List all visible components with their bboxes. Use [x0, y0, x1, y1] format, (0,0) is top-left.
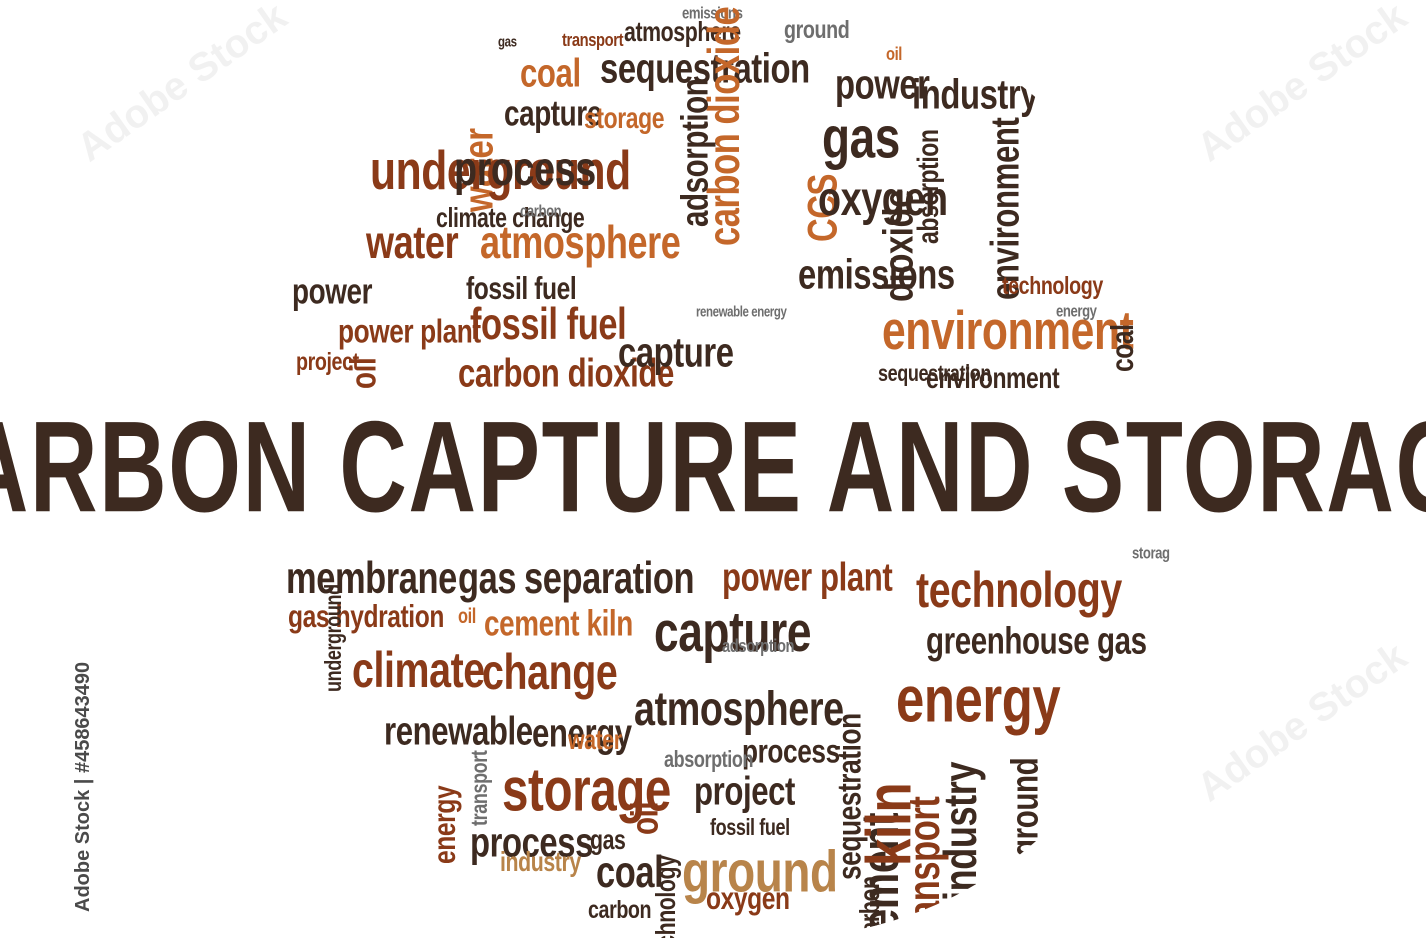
word-cloud-term: coal — [596, 846, 664, 897]
word-cloud-term: industry — [912, 71, 1039, 119]
word-cloud-term: project — [296, 347, 359, 377]
watermark: Adobe Stock — [1189, 0, 1415, 171]
word-cloud-term: environment — [926, 361, 1060, 390]
word-cloud-term: process — [454, 140, 596, 196]
word-cloud-term: kiln — [853, 782, 925, 866]
word-cloud-term: absorption — [911, 129, 945, 244]
word-cloud-term: climate — [352, 642, 485, 699]
word-cloud-term: gas hydration — [288, 599, 444, 635]
watermark: Adobe Stock — [69, 0, 295, 171]
word-cloud-term: ground — [1002, 757, 1046, 857]
word-cloud-term: storage — [1132, 546, 1170, 563]
word-cloud-term: carbon — [520, 202, 562, 221]
word-cloud-term: carbon — [588, 895, 652, 925]
word-cloud-term: absorption — [664, 745, 754, 773]
word-cloud-term: underground — [319, 584, 347, 692]
word-cloud-term: power — [835, 61, 930, 109]
word-cloud-term: energy — [1056, 302, 1097, 321]
word-cloud-term: gas — [458, 552, 517, 603]
word-cloud-term: adsorption — [722, 634, 795, 656]
watermark: Adobe Stock — [1189, 633, 1415, 811]
word-cloud-term: capture — [618, 329, 734, 377]
word-cloud-term: environment — [882, 300, 1134, 362]
word-cloud-term: process — [470, 819, 593, 867]
word-cloud-term: gas — [822, 103, 900, 170]
word-cloud-term: energy — [532, 711, 632, 756]
word-cloud-term: power — [292, 271, 373, 312]
word-cloud-bottom-half: membrane gas separation power plant technolo… — [262, 546, 1170, 938]
word-cloud-term: process — [742, 731, 840, 770]
word-cloud-term: oil — [886, 42, 902, 64]
word-cloud-term: storage — [584, 101, 665, 135]
word-cloud-term: fossil fuel — [470, 298, 627, 349]
word-cloud-top-half: emissions atmosphere ground transport gas coa… — [262, 4, 1170, 390]
word-cloud-term: cement kiln — [484, 603, 633, 644]
word-cloud-term: coal — [1105, 324, 1141, 372]
word-cloud-term: carbon — [853, 876, 886, 938]
word-cloud-term: technology — [649, 855, 682, 938]
word-cloud-term: transport — [562, 28, 624, 50]
word-cloud-term: power plant — [722, 555, 893, 600]
word-cloud-term: ground — [784, 15, 850, 45]
word-cloud-term: capture — [654, 600, 812, 664]
word-cloud-term: oil — [458, 604, 476, 629]
word-cloud-term: ground — [682, 837, 838, 904]
word-cloud-term: water — [366, 216, 459, 269]
word-cloud-term: technology — [916, 562, 1122, 619]
word-cloud-term: gas — [498, 32, 517, 50]
word-cloud-term: emissions — [798, 251, 955, 299]
word-cloud-term: transport — [465, 750, 493, 826]
word-cloud-term: energy — [896, 663, 1061, 737]
word-cloud-term: project — [694, 769, 796, 814]
word-cloud-term: atmosphere — [480, 216, 681, 269]
word-cloud-term: renewable energy — [696, 302, 787, 320]
word-cloud-term: separation — [524, 552, 695, 603]
word-cloud-term: sequestration — [878, 359, 991, 387]
word-cloud-term: atmosphere — [634, 680, 844, 736]
word-cloud-term: sequestration — [600, 45, 810, 93]
word-cloud-term: power plant — [338, 311, 481, 350]
word-cloud-term: storage — [502, 755, 671, 825]
word-cloud-term: fossil fuel — [710, 813, 790, 841]
word-cloud-term: fossil fuel — [466, 271, 577, 307]
word-cloud-term: oxygen — [706, 881, 790, 917]
word-cloud-term: climate change — [436, 201, 585, 234]
word-cloud-term: greenhouse gas — [926, 618, 1147, 662]
headline-text: CARBON CAPTURE AND STORAGE — [0, 394, 1426, 540]
word-cloud-term: emissions — [682, 4, 743, 23]
stock-credit: Adobe Stock | #458643490 — [72, 661, 94, 912]
word-cloud-term: atmosphere — [624, 15, 741, 48]
word-cloud-term: oxygen — [818, 170, 948, 226]
word-cloud-term: industry — [500, 845, 581, 878]
word-cloud-term: membrane — [286, 552, 457, 603]
word-cloud-term: water — [568, 723, 622, 756]
word-cloud-term: change — [482, 644, 618, 701]
word-cloud-term: coal — [520, 51, 581, 96]
word-cloud-term: capture — [504, 93, 602, 134]
word-cloud-term: underground — [370, 140, 631, 202]
word-cloud-term: gas — [590, 823, 626, 856]
word-cloud-term: carbon dioxide — [458, 351, 674, 390]
word-cloud-term: technology — [1002, 271, 1103, 301]
word-cloud-term: renewable — [384, 709, 533, 754]
word-cloud-term: energy — [427, 785, 463, 864]
headline: CARBON CAPTURE AND STORAGE — [0, 392, 1426, 542]
word-cloud-term: adsorption — [672, 78, 716, 227]
